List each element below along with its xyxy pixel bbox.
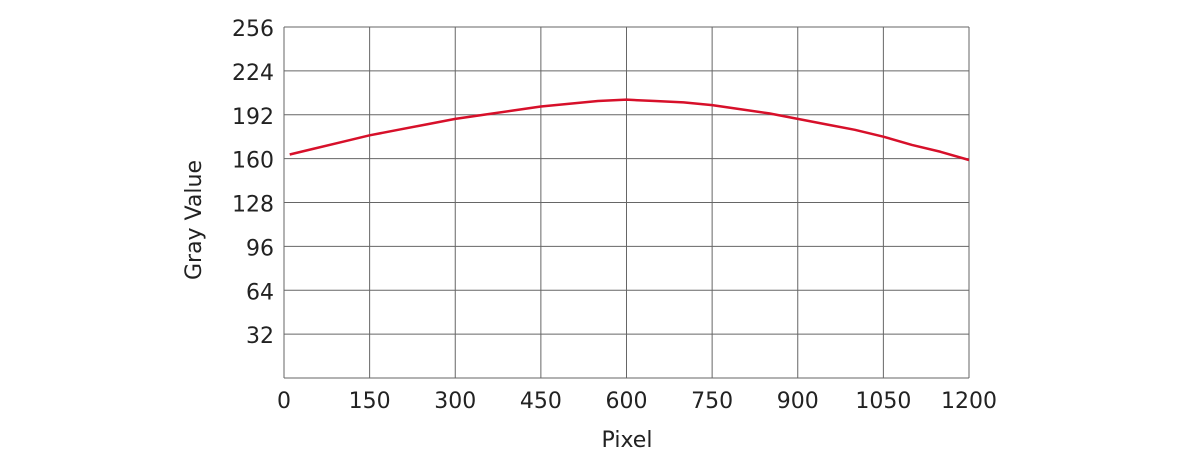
- x-tick-label: 750: [691, 389, 733, 414]
- y-axis-title: Gray Value: [182, 160, 207, 280]
- x-tick-label: 0: [277, 389, 291, 414]
- y-tick-label: 224: [232, 61, 274, 86]
- y-tick-label: 32: [246, 324, 274, 349]
- x-tick-label: 1050: [855, 389, 911, 414]
- y-tick-label: 160: [232, 149, 274, 174]
- data-line: [289, 98, 970, 162]
- x-tick-label: 450: [520, 389, 562, 414]
- x-axis-title: Pixel: [602, 428, 653, 453]
- y-tick-label: 128: [232, 193, 274, 218]
- x-tick-label: 900: [777, 389, 819, 414]
- x-tick-label: 1200: [941, 389, 997, 414]
- x-tick-label: 300: [434, 389, 476, 414]
- y-tick-label: 64: [246, 280, 274, 305]
- x-tick-label: 600: [606, 389, 648, 414]
- x-tick-label: 150: [349, 389, 391, 414]
- y-tick-label: 256: [232, 17, 274, 42]
- y-tick-label: 96: [246, 236, 274, 261]
- y-tick-label: 192: [232, 105, 274, 130]
